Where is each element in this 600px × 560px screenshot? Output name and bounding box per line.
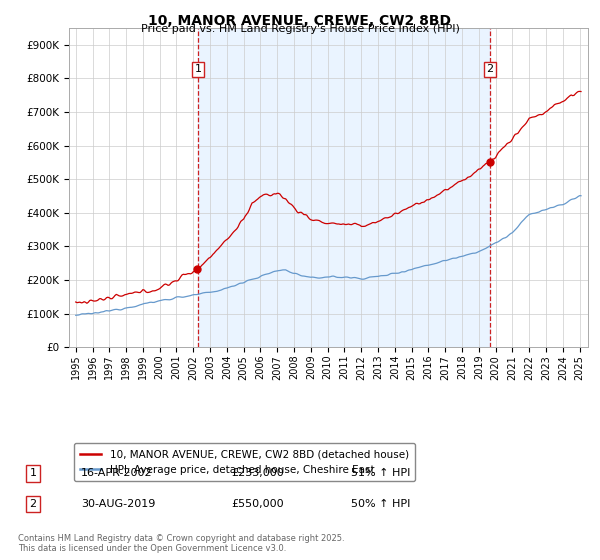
Text: Contains HM Land Registry data © Crown copyright and database right 2025.
This d: Contains HM Land Registry data © Crown c… <box>18 534 344 553</box>
Text: 1: 1 <box>194 64 202 74</box>
Text: 50% ↑ HPI: 50% ↑ HPI <box>351 499 410 509</box>
Text: £233,000: £233,000 <box>231 468 284 478</box>
Text: 10, MANOR AVENUE, CREWE, CW2 8BD: 10, MANOR AVENUE, CREWE, CW2 8BD <box>149 14 452 28</box>
Legend: 10, MANOR AVENUE, CREWE, CW2 8BD (detached house), HPI: Average price, detached : 10, MANOR AVENUE, CREWE, CW2 8BD (detach… <box>74 444 415 481</box>
Text: 16-APR-2002: 16-APR-2002 <box>81 468 152 478</box>
Text: 2: 2 <box>487 64 494 74</box>
Bar <box>198 28 490 347</box>
Text: 2: 2 <box>29 499 37 509</box>
Text: Price paid vs. HM Land Registry's House Price Index (HPI): Price paid vs. HM Land Registry's House … <box>140 24 460 34</box>
Text: 1: 1 <box>29 468 37 478</box>
Text: 51% ↑ HPI: 51% ↑ HPI <box>351 468 410 478</box>
Text: £550,000: £550,000 <box>231 499 284 509</box>
Text: 30-AUG-2019: 30-AUG-2019 <box>81 499 155 509</box>
